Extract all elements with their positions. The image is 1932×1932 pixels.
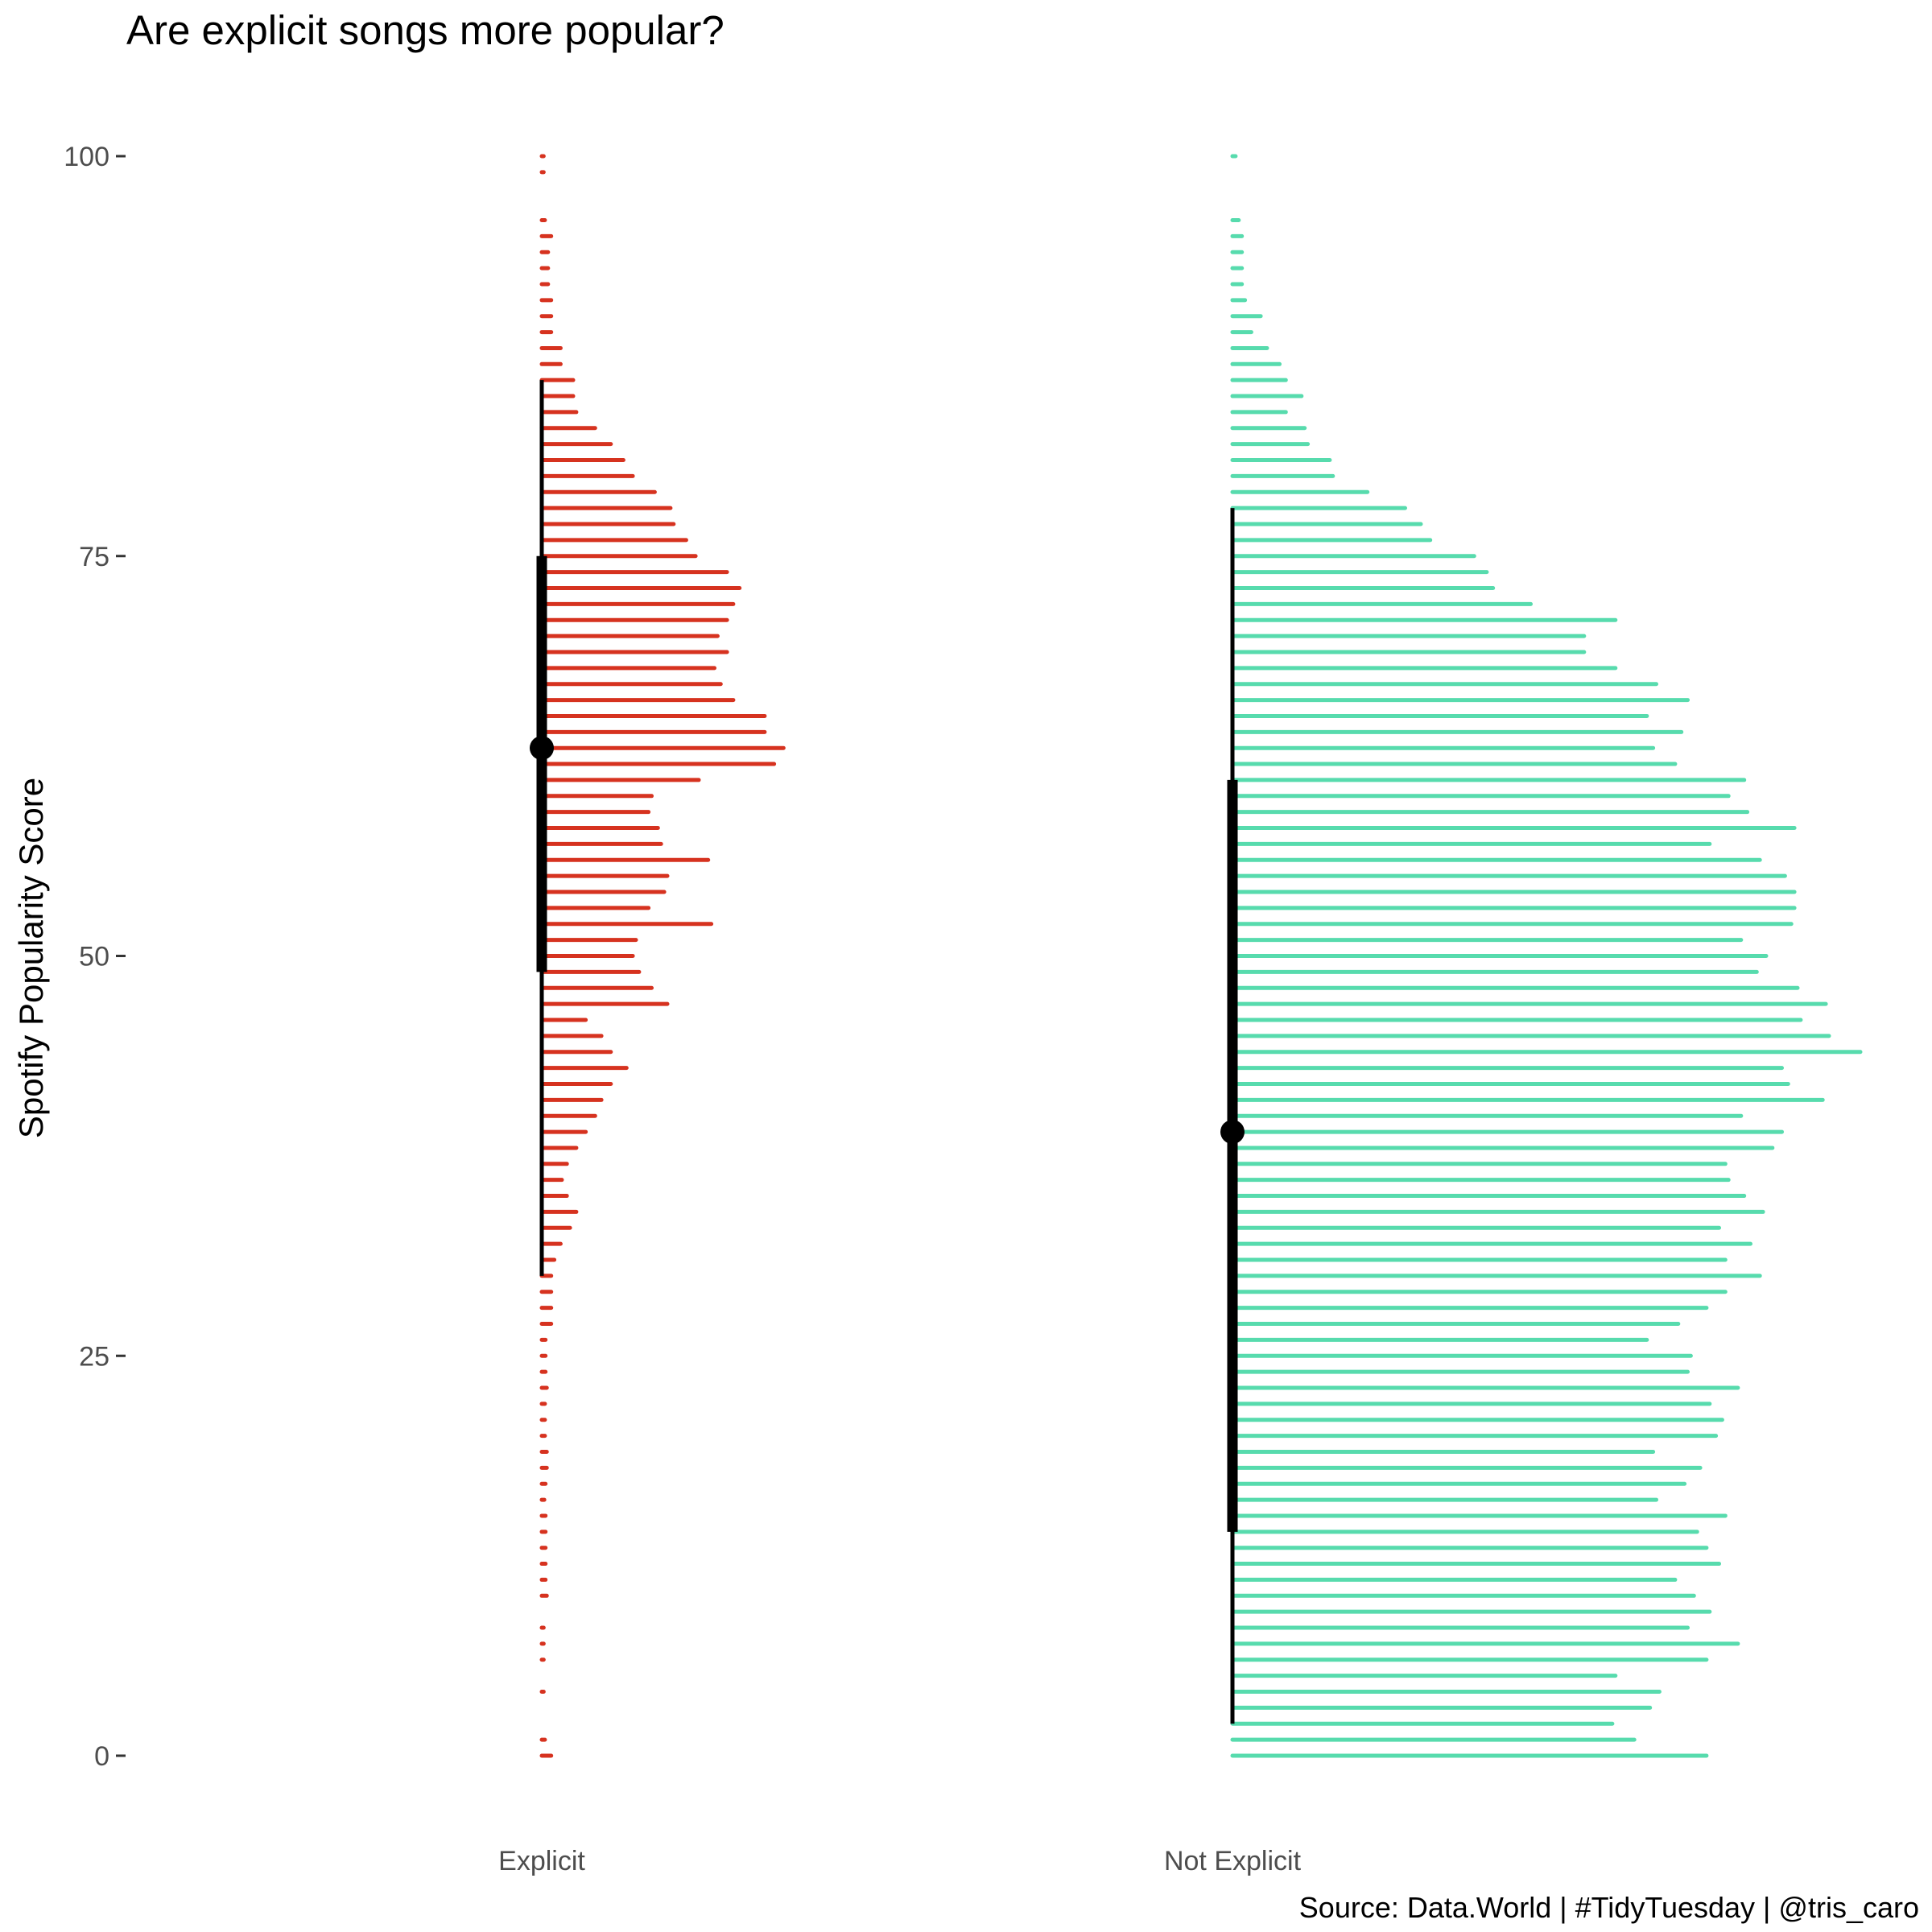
y-tick-label: 0 xyxy=(94,1741,109,1772)
x-tick-label: Not Explicit xyxy=(1164,1846,1302,1876)
series-explicit xyxy=(530,154,786,1758)
plot-area xyxy=(530,154,1863,1758)
y-tick-label: 75 xyxy=(79,542,109,572)
y-axis-label: Spotify Popularity Score xyxy=(12,778,50,1138)
median-point xyxy=(1220,1120,1245,1145)
y-tick-label: 100 xyxy=(64,142,109,172)
x-axis: Explicit Not Explicit xyxy=(498,1846,1301,1876)
y-axis: 0 25 50 75 100 xyxy=(64,142,126,1772)
y-tick-label: 50 xyxy=(79,942,109,972)
chart-title: Are explicit songs more popular? xyxy=(126,7,724,53)
median-point xyxy=(530,736,554,761)
series-not-explicit xyxy=(1220,154,1863,1758)
x-tick-label: Explicit xyxy=(498,1846,585,1876)
chart-caption: Source: Data.World | #TidyTuesday | @tri… xyxy=(1299,1891,1919,1924)
y-tick-label: 25 xyxy=(79,1341,109,1372)
